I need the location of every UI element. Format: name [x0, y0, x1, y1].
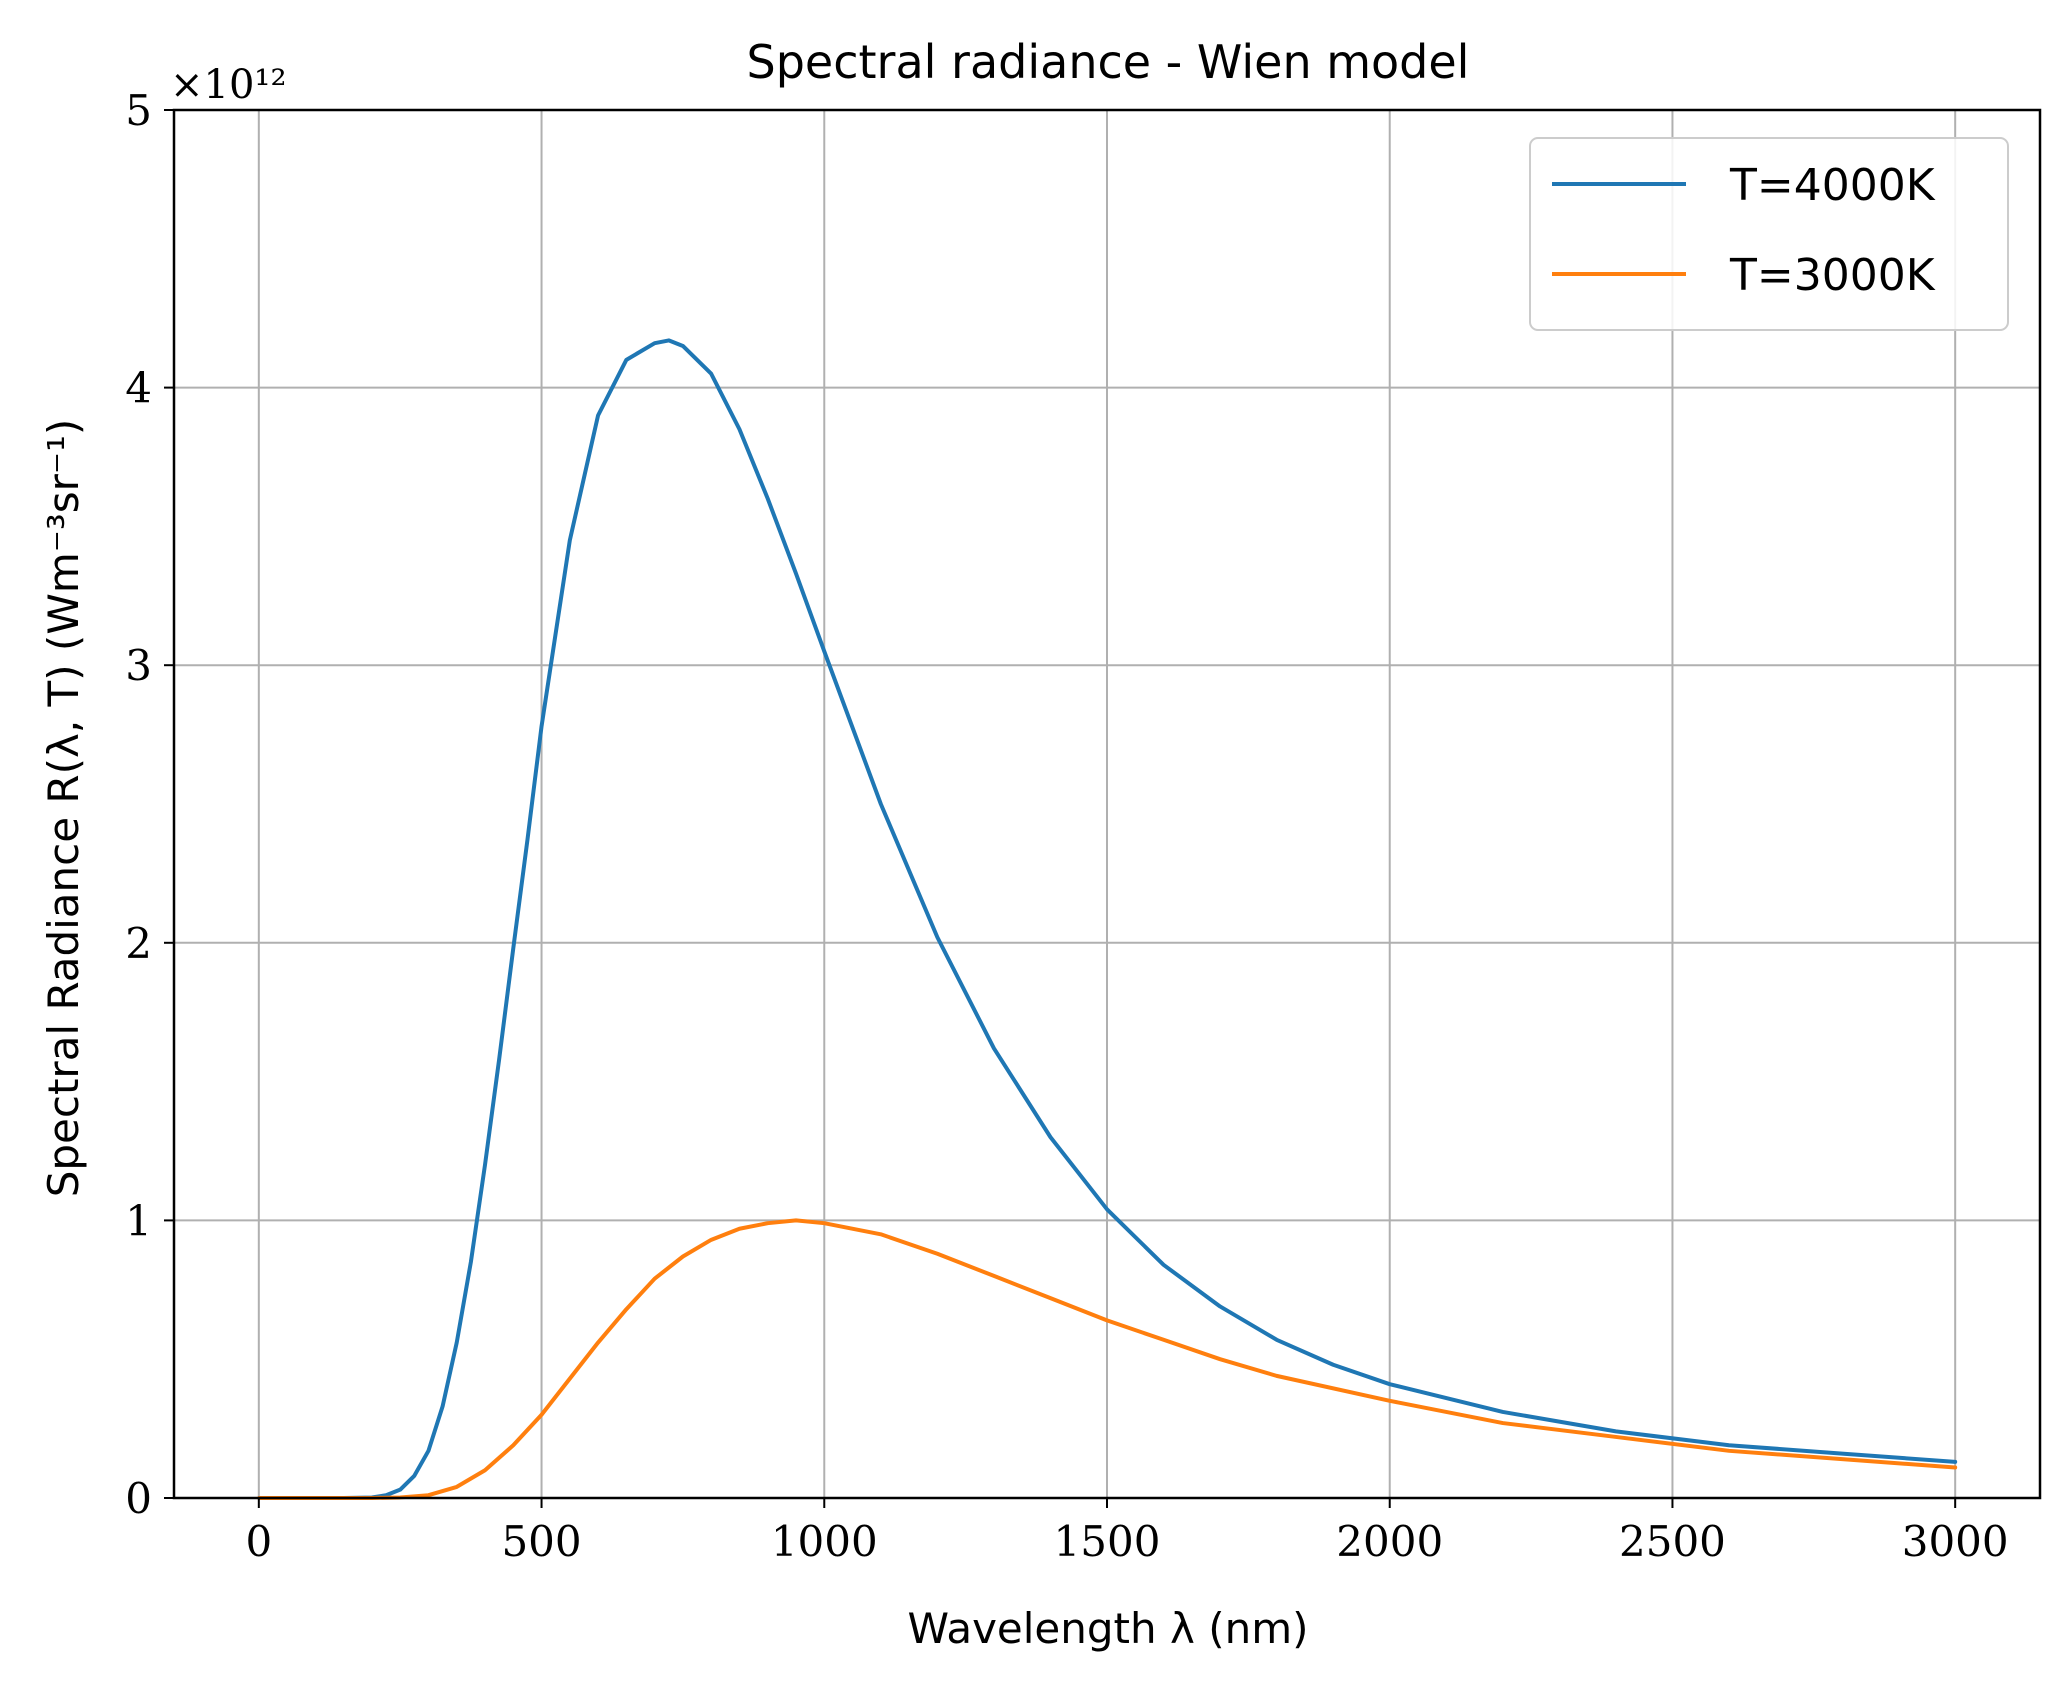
legend-label-4000k: T=4000K: [1729, 160, 1936, 211]
y-tick-label: 0: [125, 1474, 152, 1523]
series-layer: [257, 338, 1958, 1500]
ticks: 0 500 1000 1500 2000 2500 3000 0 1 2 3 4 5: [125, 86, 2008, 1566]
y-tick-label: 4: [125, 364, 152, 413]
series-line-t-4000k: [257, 338, 1958, 1500]
x-tick-label: 3000: [1902, 1517, 2009, 1566]
y-tick-label: 1: [125, 1196, 152, 1245]
y-tick-label: 3: [125, 641, 152, 690]
y-tick-label: 2: [125, 919, 152, 968]
x-tick-label: 0: [245, 1517, 272, 1566]
series-line-t-3000k: [257, 1218, 1958, 1500]
y-tick-label: 5: [125, 86, 152, 135]
x-tick-label: 1000: [771, 1517, 878, 1566]
x-tick-label: 2500: [1619, 1517, 1726, 1566]
x-tick-label: 500: [501, 1517, 581, 1566]
x-tick-label: 2000: [1336, 1517, 1443, 1566]
y-axis-label: Spectral Radiance R(λ, T) (Wm⁻³sr⁻¹): [39, 419, 88, 1198]
chart-title: Spectral radiance - Wien model: [747, 35, 1470, 89]
x-axis-label: Wavelength λ (nm): [907, 1604, 1308, 1653]
legend: T=4000K T=3000K: [1529, 137, 2009, 331]
x-tick-label: 1500: [1054, 1517, 1161, 1566]
y-axis-multiplier: ×10¹²: [170, 62, 286, 108]
legend-label-3000k: T=3000K: [1729, 250, 1936, 301]
